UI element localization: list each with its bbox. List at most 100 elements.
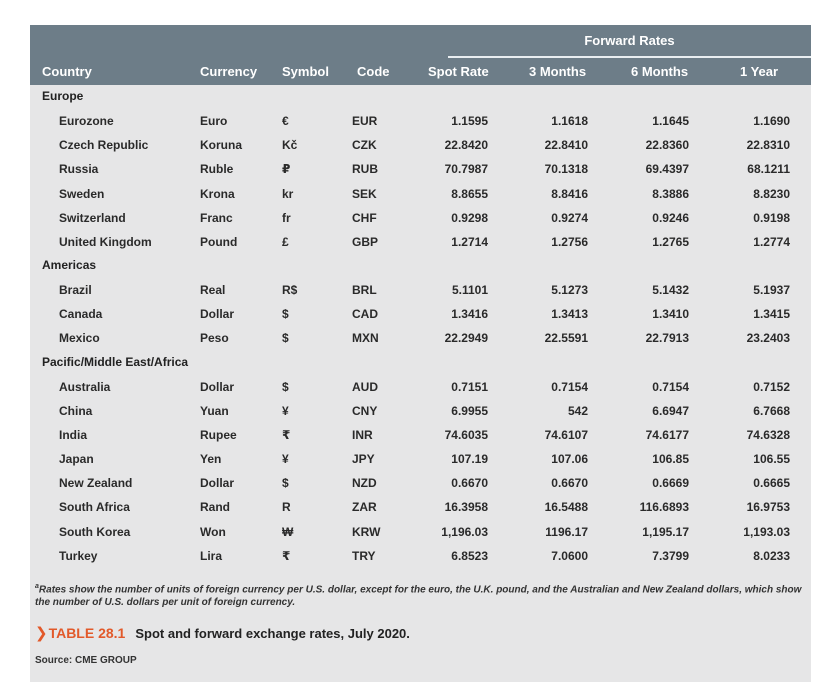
cell-currency: Rupee [200, 427, 237, 442]
cell-spot: 1.1595 [451, 114, 488, 129]
cell-symbol: ₹ [282, 548, 291, 563]
table-row: Mexico Peso $ MXN 22.2949 22.5591 22.7913 23.24… [30, 326, 811, 350]
cell-m3: 5.1273 [551, 283, 588, 298]
table-title: Spot and forward exchange rates, July 20… [135, 625, 410, 641]
cell-y1: 23.2403 [746, 331, 790, 346]
cell-country: Australia [59, 379, 111, 394]
cell-country: United Kingdom [59, 234, 152, 249]
table-row: South Korea Won ₩ KRW 1,196.03 1196.17 1,195.1… [30, 520, 811, 544]
section-label: Pacific/Middle East/Africa [42, 354, 189, 369]
cell-code: EUR [352, 114, 378, 129]
source-credit: Source: CME GROUP [35, 655, 137, 666]
col-header-spot-rate: Spot Rate [428, 64, 489, 79]
table-row: Japan Yen ¥ JPY 107.19 107.06 106.85 106.55 [30, 447, 811, 471]
col-header-1-year: 1 Year [740, 64, 779, 79]
cell-country: South Korea [59, 524, 131, 539]
cell-code: GBP [352, 234, 379, 249]
chevron-right-icon: ❯ [35, 625, 48, 642]
section-header: Americas [30, 254, 811, 278]
cell-m6: 6.6947 [652, 403, 689, 418]
cell-m6: 22.7913 [645, 331, 689, 346]
cell-y1: 0.6665 [753, 476, 790, 491]
table-row: Canada Dollar $ CAD 1.3416 1.3413 1.3410 1.3415 [30, 302, 811, 326]
cell-country: India [59, 427, 88, 442]
cell-spot: 74.6035 [444, 427, 488, 442]
cell-m6: 22.8360 [645, 138, 689, 153]
cell-m6: 7.3799 [652, 548, 689, 563]
cell-m6: 1.3410 [652, 307, 689, 322]
cell-m3: 1196.17 [545, 524, 588, 539]
cell-y1: 1,193.03 [743, 524, 790, 539]
cell-symbol: ₩ [282, 524, 294, 539]
cell-m3: 22.8410 [544, 138, 588, 153]
cell-m3: 0.7154 [551, 379, 588, 394]
cell-code: CHF [352, 210, 377, 225]
table-caption: ❯ TABLE 28.1 Spot and forward exchange r… [35, 623, 410, 643]
table-row: Turkey Lira ₹ TRY 6.8523 7.0600 7.3799 8.0233 [30, 544, 811, 568]
cell-y1: 68.1211 [747, 162, 790, 177]
cell-country: Czech Republic [59, 138, 149, 153]
cell-m3: 1.3413 [551, 307, 588, 322]
table-body: Europe Eurozone Euro € EUR 1.1595 1.1618 1.1645… [30, 85, 811, 568]
cell-code: INR [352, 427, 373, 442]
cell-m6: 8.3886 [652, 186, 689, 201]
table-row: India Rupee ₹ INR 74.6035 74.6107 74.6177 74.63… [30, 423, 811, 447]
cell-code: SEK [352, 186, 377, 201]
cell-y1: 1.3415 [753, 307, 790, 322]
forward-rates-group-label: Forward Rates [584, 33, 675, 48]
cell-m6: 0.7154 [652, 379, 689, 394]
cell-m6: 1.1645 [652, 114, 689, 129]
table-header: Forward Rates Country Currency Symbol Co… [30, 25, 811, 85]
cell-currency: Dollar [200, 307, 235, 322]
cell-currency: Krona [200, 186, 235, 201]
cell-spot: 22.2949 [444, 331, 488, 346]
cell-y1: 0.9198 [753, 210, 790, 225]
cell-country: Mexico [59, 331, 100, 346]
cell-y1: 0.7152 [753, 379, 790, 394]
section-header: Europe [30, 85, 811, 109]
cell-country: Eurozone [59, 114, 114, 129]
cell-m3: 7.0600 [551, 548, 588, 563]
cell-spot: 1,196.03 [441, 524, 488, 539]
cell-symbol: € [282, 114, 289, 129]
col-header-currency: Currency [200, 64, 258, 79]
cell-currency: Ruble [200, 162, 234, 177]
cell-m3: 0.9274 [551, 210, 588, 225]
section-header: Pacific/Middle East/Africa [30, 351, 811, 375]
cell-currency: Franc [200, 210, 233, 225]
cell-y1: 1.1690 [753, 114, 790, 129]
cell-symbol: $ [282, 379, 289, 394]
cell-m3: 1.1618 [551, 114, 588, 129]
cell-code: CZK [352, 138, 377, 153]
cell-currency: Yen [200, 452, 222, 467]
cell-country: New Zealand [59, 476, 133, 491]
cell-currency: Real [200, 283, 226, 298]
cell-symbol: £ [282, 234, 289, 249]
cell-symbol: Kč [282, 138, 298, 153]
cell-currency: Peso [200, 331, 229, 346]
cell-symbol: R$ [282, 283, 298, 298]
cell-symbol: $ [282, 331, 289, 346]
footnote-marker: a [35, 583, 39, 590]
cell-country: Turkey [59, 548, 98, 563]
table-row: New Zealand Dollar $ NZD 0.6670 0.6670 0.6669 0… [30, 471, 811, 495]
cell-code: AUD [352, 379, 378, 394]
table-panel [30, 25, 811, 682]
cell-code: MXN [352, 331, 379, 346]
cell-symbol: $ [282, 307, 289, 322]
cell-spot: 1.3416 [451, 307, 488, 322]
section-label: Americas [42, 257, 97, 272]
col-header-symbol: Symbol [282, 64, 329, 79]
forward-rates-divider [448, 56, 811, 58]
footnote: aRates show the number of units of forei… [35, 580, 805, 609]
cell-code: CAD [352, 307, 378, 322]
section-label: Europe [42, 89, 84, 103]
cell-y1: 5.1937 [753, 283, 790, 298]
cell-symbol: ¥ [282, 403, 289, 418]
table-row: Switzerland Franc fr CHF 0.9298 0.9274 0.9246 0… [30, 206, 811, 230]
cell-country: South Africa [59, 500, 130, 515]
cell-code: BRL [352, 283, 377, 298]
cell-code: CNY [352, 403, 378, 418]
cell-spot: 70.7987 [444, 162, 488, 177]
cell-currency: Koruna [200, 138, 242, 153]
